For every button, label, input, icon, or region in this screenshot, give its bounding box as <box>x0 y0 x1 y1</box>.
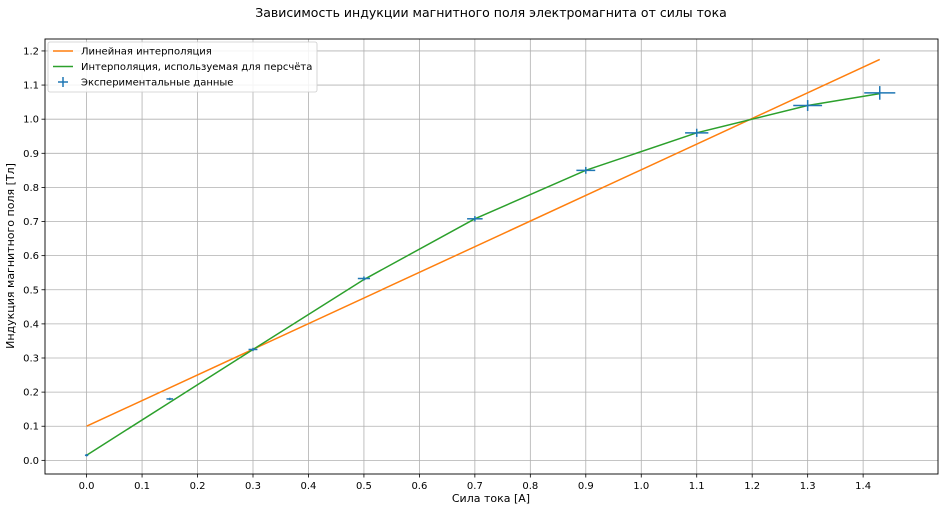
y-tick-label: 0.2 <box>23 388 39 399</box>
y-tick-label: 1.0 <box>23 115 39 126</box>
y-tick-label: 0.6 <box>23 251 39 262</box>
legend: Линейная интерполяция Интерполяция, испол… <box>47 41 318 93</box>
x-tick-label: 0.3 <box>245 481 261 492</box>
y-tick-label: 1.1 <box>23 81 39 92</box>
x-tick-label: 0.5 <box>356 481 372 492</box>
data-point <box>248 347 258 352</box>
data-point <box>864 86 896 100</box>
y-tick-label: 0.5 <box>23 285 39 296</box>
x-tick-label: 0.0 <box>79 481 95 492</box>
y-tick-label: 0.0 <box>23 456 39 467</box>
data-point <box>357 276 371 281</box>
x-tick-label: 0.7 <box>467 481 483 492</box>
data-point <box>576 166 596 174</box>
x-tick-label: 1.0 <box>633 481 649 492</box>
x-axis-label: Сила тока [А] <box>452 492 530 505</box>
x-tick-label: 1.1 <box>689 481 705 492</box>
x-tick-label: 0.9 <box>578 481 594 492</box>
legend-box <box>47 41 318 93</box>
series-layer <box>84 58 896 457</box>
plot-frame <box>44 38 939 475</box>
data-point <box>793 100 823 111</box>
y-tick-label: 0.3 <box>23 354 39 365</box>
data-point <box>84 454 89 457</box>
x-tick-label: 1.2 <box>744 481 760 492</box>
axis-ticks: 0.0 0.1 0.2 0.3 0.4 0.5 0.6 0.7 0.8 0.9 1.0 1.1 1.2 1… <box>23 46 871 492</box>
y-tick-label: 1.2 <box>23 46 39 57</box>
legend-label: Интерполяция, используемая для персчёта <box>81 62 312 73</box>
x-tick-label: 0.6 <box>411 481 427 492</box>
legend-label: Линейная интерполяция <box>81 47 212 58</box>
y-tick-label: 0.8 <box>23 183 39 194</box>
y-tick-label: 0.4 <box>23 319 39 330</box>
legend-label: Экспериментальные данные <box>81 78 233 89</box>
x-tick-label: 0.2 <box>190 481 206 492</box>
chart-title: Зависимость индукции магнитного поля эле… <box>255 5 727 20</box>
x-tick-label: 0.4 <box>301 481 317 492</box>
y-tick-label: 0.1 <box>23 422 39 433</box>
data-point <box>166 397 174 401</box>
x-tick-label: 0.1 <box>134 481 150 492</box>
data-point <box>685 128 709 137</box>
y-tick-label: 0.9 <box>23 149 39 160</box>
y-axis-label: Индукция магнитного поля [Тл] <box>4 163 17 349</box>
y-tick-label: 0.7 <box>23 217 39 228</box>
x-tick-label: 1.3 <box>800 481 816 492</box>
data-point <box>467 216 483 222</box>
x-tick-label: 1.4 <box>855 481 871 492</box>
x-tick-label: 0.8 <box>522 481 538 492</box>
grid <box>45 39 938 474</box>
